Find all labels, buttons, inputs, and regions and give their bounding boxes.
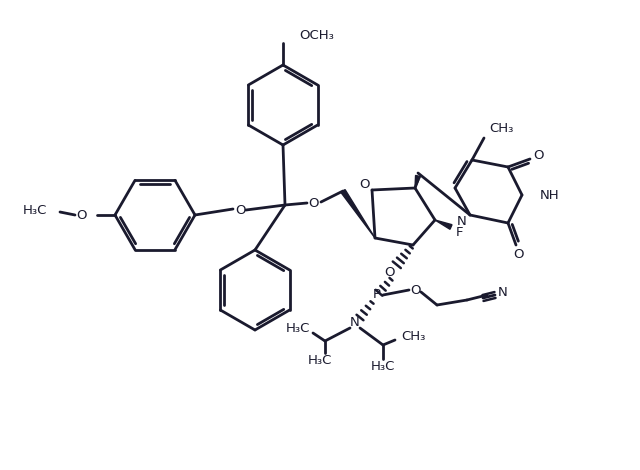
Text: O: O xyxy=(513,249,524,261)
Text: H₃C: H₃C xyxy=(22,204,47,217)
Polygon shape xyxy=(341,189,375,238)
Polygon shape xyxy=(435,220,452,229)
Text: N: N xyxy=(457,214,467,227)
Text: H₃C: H₃C xyxy=(371,360,395,374)
Text: OCH₃: OCH₃ xyxy=(299,29,334,41)
Text: N: N xyxy=(350,316,360,329)
Text: CH₃: CH₃ xyxy=(401,330,426,344)
Text: O: O xyxy=(359,178,369,190)
Text: O: O xyxy=(235,204,245,217)
Text: H₃C: H₃C xyxy=(285,322,310,336)
Text: H₃C: H₃C xyxy=(308,354,332,368)
Text: F: F xyxy=(455,226,463,238)
Text: N: N xyxy=(498,287,508,299)
Text: O: O xyxy=(384,266,394,280)
Text: O: O xyxy=(534,149,544,162)
Text: O: O xyxy=(410,283,420,297)
Text: NH: NH xyxy=(540,188,559,202)
Text: O: O xyxy=(76,209,86,221)
Polygon shape xyxy=(415,175,420,188)
Text: O: O xyxy=(308,196,318,210)
Text: CH₃: CH₃ xyxy=(489,122,513,134)
Text: P: P xyxy=(373,289,381,301)
